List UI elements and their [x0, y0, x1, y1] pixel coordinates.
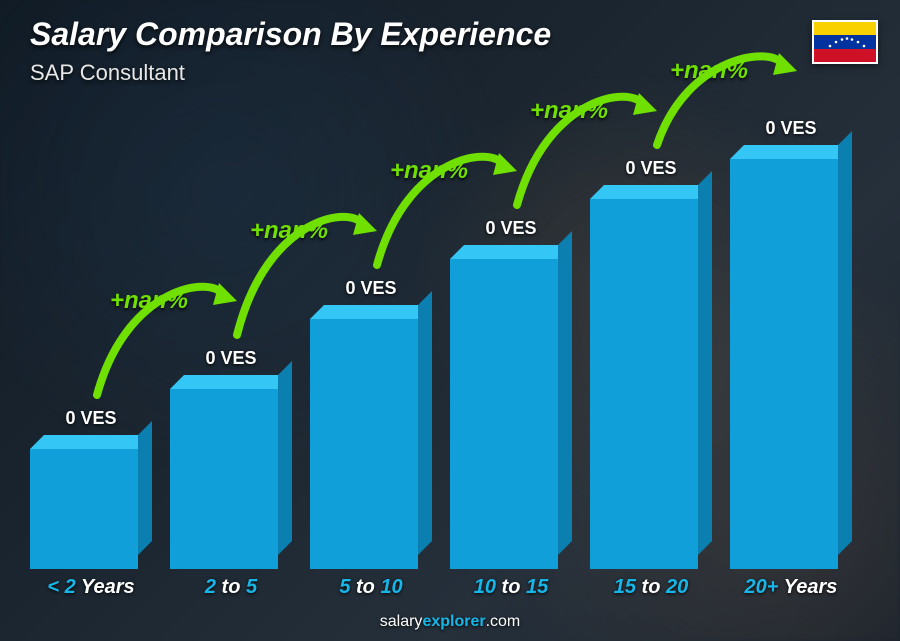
delta-label: +nan% — [670, 57, 748, 85]
bar-group: 0 VES+nan% — [590, 185, 712, 569]
flag-stripe-mid — [814, 35, 876, 48]
bar-side-face — [418, 291, 432, 555]
bar-side-face — [558, 231, 572, 555]
bar — [730, 145, 852, 569]
bar — [450, 245, 572, 569]
bar-top-face — [170, 375, 292, 389]
delta-label: +nan% — [110, 287, 188, 315]
bar-top-face — [30, 435, 152, 449]
bar-group: 0 VES+nan% — [310, 305, 432, 569]
x-axis-label: 5 to 10 — [310, 576, 432, 599]
bar — [30, 435, 152, 569]
flag-stars-icon — [814, 35, 878, 50]
bar-value-label: 0 VES — [625, 158, 676, 179]
bar-front-face — [170, 389, 278, 569]
bar-group: 0 VES+nan% — [450, 245, 572, 569]
bar — [170, 375, 292, 569]
bar-side-face — [278, 361, 292, 555]
bar-front-face — [450, 259, 558, 569]
flag-stripe-bot — [814, 49, 876, 62]
x-axis-label: < 2 Years — [30, 576, 152, 599]
bar-top-face — [590, 185, 712, 199]
x-axis-label: 2 to 5 — [170, 576, 292, 599]
bar-value-label: 0 VES — [65, 408, 116, 429]
bar-front-face — [590, 199, 698, 569]
bar-chart: 0 VES0 VES+nan%0 VES+nan%0 VES+nan%0 VES… — [30, 99, 852, 569]
flag-stripe-top — [814, 22, 876, 35]
country-flag-venezuela — [812, 20, 878, 64]
bar-group: 0 VES+nan% — [730, 145, 852, 569]
bar-front-face — [730, 159, 838, 569]
x-axis-label: 20+ Years — [730, 576, 852, 599]
bar-side-face — [698, 171, 712, 555]
footer-attribution: salaryexplorer.com — [0, 613, 900, 631]
chart-title: Salary Comparison By Experience — [30, 16, 551, 53]
bar-value-label: 0 VES — [485, 218, 536, 239]
bar-value-label: 0 VES — [205, 348, 256, 369]
bar — [590, 185, 712, 569]
footer-accent: explorer — [422, 613, 485, 630]
delta-label: +nan% — [530, 97, 608, 125]
chart-stage: Salary Comparison By Experience SAP Cons… — [0, 0, 900, 641]
bar-group: 0 VES+nan% — [170, 375, 292, 569]
bar-side-face — [838, 131, 852, 555]
delta-label: +nan% — [250, 217, 328, 245]
chart-subtitle: SAP Consultant — [30, 60, 185, 86]
bar-group: 0 VES — [30, 435, 152, 569]
bar — [310, 305, 432, 569]
bar-front-face — [30, 449, 138, 569]
bar-top-face — [310, 305, 432, 319]
x-axis-label: 15 to 20 — [590, 576, 712, 599]
bar-top-face — [730, 145, 852, 159]
bar-top-face — [450, 245, 572, 259]
bar-value-label: 0 VES — [765, 118, 816, 139]
x-axis: < 2 Years 2 to 5 5 to 10 10 to 15 15 to 20 20… — [30, 576, 852, 599]
footer-prefix: salary — [380, 613, 423, 630]
delta-label: +nan% — [390, 157, 468, 185]
x-axis-label: 10 to 15 — [450, 576, 572, 599]
bar-value-label: 0 VES — [345, 278, 396, 299]
bar-side-face — [138, 421, 152, 555]
footer-suffix: .com — [486, 613, 521, 630]
bar-front-face — [310, 319, 418, 569]
